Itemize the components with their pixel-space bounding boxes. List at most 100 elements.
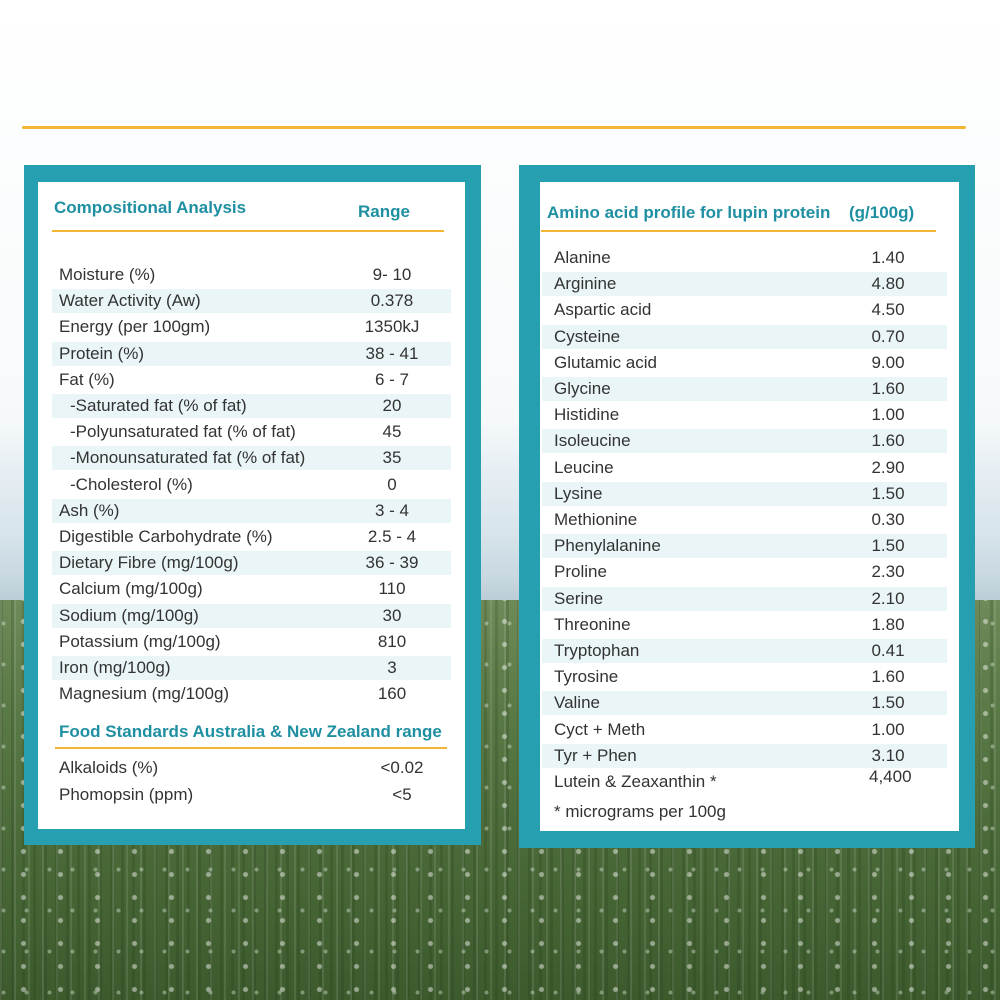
amino-acid-row: Histidine 1.00 (542, 403, 947, 427)
composition-row-value: 36 - 39 (365, 553, 419, 573)
amino-acid-row-label: Isoleucine (554, 431, 631, 451)
amino-acid-row-label: Glycine (554, 379, 611, 398)
amino-acid-row-label: Phenylalanine (554, 536, 661, 556)
composition-row: Calcium (mg/100g) 110 (52, 577, 451, 601)
amino-acid-row-label: Proline (554, 562, 607, 582)
footnote: * micrograms per 100g (554, 802, 726, 821)
composition-row-label: Ash (%) (59, 500, 120, 520)
composition-row-label: Dietary Fibre (mg/100g) (59, 553, 239, 573)
amino-acid-row: Aspartic acid 4.50 (542, 298, 947, 322)
composition-row: -Monounsaturated fat (% of fat) 35 (52, 446, 451, 471)
amino-acid-row: Valine 1.50 (542, 691, 947, 716)
amino-acid-row-label: Valine (554, 693, 600, 713)
composition-row: -Saturated fat (% of fat) 20 (52, 394, 451, 418)
composition-row-label: Digestible Carbohydrate (%) (59, 527, 273, 546)
composition-row-value: 0.378 (370, 291, 414, 311)
composition-row-label: Protein (%) (59, 343, 145, 363)
amino-acid-row-label: Threonine (554, 614, 631, 634)
amino-acid-row-value: 9.00 (871, 352, 905, 372)
amino-acid-row: Glutamic acid 9.00 (542, 351, 947, 375)
amino-acid-row-label: Cysteine (554, 326, 621, 346)
amino-acid-row-value: 0.41 (871, 641, 905, 660)
amino-acid-row: Leucine 2.90 (542, 456, 947, 480)
composition-row: Energy (per 100gm) 1350kJ (52, 315, 451, 339)
composition-row: Protein (%) 38 - 41 (52, 341, 451, 366)
composition-row-label: -Monounsaturated fat (% of fat) (70, 448, 306, 468)
amino-acid-row: Methionine 0.30 (542, 508, 947, 532)
amino-acid-row-label: Arginine (554, 274, 617, 294)
amino-acid-row: Cyct + Meth 1.00 (542, 718, 947, 742)
fsanz-row-value: <0.02 (380, 758, 424, 777)
composition-row-value: 160 (377, 684, 407, 704)
amino-acid-row-value: 4.50 (871, 300, 905, 320)
amino-acid-row-label: Leucine (554, 457, 614, 477)
fsanz-heading-underline (55, 747, 447, 749)
fsanz-row: Phomopsin (ppm) <5 (52, 783, 451, 807)
composition-row-value: 3 (387, 658, 397, 677)
composition-row-value: 110 (378, 579, 406, 599)
composition-row: Water Activity (Aw) 0.378 (52, 289, 451, 314)
amino-acid-row-value: 1.00 (871, 405, 905, 425)
composition-row-label: Magnesium (mg/100g) (59, 684, 230, 704)
compositional-analysis-panel: Compositional Analysis Range Moisture (%… (24, 165, 481, 845)
composition-row-value: 30 (382, 605, 402, 625)
composition-row-label: Energy (per 100gm) (59, 317, 211, 337)
amino-acid-row-label: Histidine (554, 405, 620, 425)
amino-acid-row-value: 1.50 (871, 483, 905, 503)
amino-acid-row-value: 0.30 (871, 510, 905, 529)
composition-row-label: Fat (%) (59, 369, 115, 389)
composition-row-value: 2.5 - 4 (367, 527, 417, 546)
amino-acid-row: Phenylalanine 1.50 (542, 534, 947, 559)
amino-acid-row-value: 2.90 (871, 457, 905, 477)
amino-acid-row-value: 1.40 (871, 248, 905, 267)
composition-row-value: 35 (382, 448, 402, 468)
composition-row-value: 38 - 41 (365, 343, 419, 363)
composition-row-label: Iron (mg/100g) (59, 658, 171, 677)
amino-acid-row-value: 0.70 (871, 326, 905, 346)
composition-row: Iron (mg/100g) 3 (52, 656, 451, 680)
amino-acid-row-label: Lysine (554, 483, 603, 503)
composition-row: Moisture (%) 9- 10 (52, 263, 451, 287)
amino-acid-row-label: Glutamic acid (554, 352, 657, 372)
lutein-label: Lutein & Zeaxanthin * (554, 772, 717, 791)
amino-acid-row: Serine 2.10 (542, 586, 947, 611)
composition-row-label: Moisture (%) (59, 265, 156, 284)
composition-row: -Polyunsaturated fat (% of fat) 45 (52, 420, 451, 444)
composition-row-value: 20 (382, 396, 402, 415)
composition-row-value: 1350kJ (364, 317, 420, 337)
fsanz-row-value: <5 (392, 785, 412, 804)
amino-acid-row-value: 1.50 (871, 536, 905, 556)
amino-acid-row-value: 1.00 (871, 719, 905, 739)
amino-acid-row: Arginine 4.80 (542, 272, 947, 297)
amino-acid-row: Threonine 1.80 (542, 613, 947, 637)
amino-acid-heading: Amino acid profile for lupin protein (547, 203, 831, 222)
amino-acid-row-label: Cyct + Meth (554, 719, 646, 739)
amino-acid-row-label: Aspartic acid (554, 300, 652, 320)
amino-acid-row-label: Methionine (554, 510, 638, 529)
composition-row-value: 0 (387, 474, 397, 494)
fsanz-row-label: Phomopsin (ppm) (59, 785, 194, 804)
amino-acid-row-value: 3.10 (871, 745, 905, 765)
amino-acid-row: Tyrosine 1.60 (542, 665, 947, 689)
amino-acid-panel: Amino acid profile for lupin protein (g/… (519, 165, 975, 848)
composition-row-value: 9- 10 (372, 265, 412, 284)
fsanz-row-label: Alkaloids (%) (59, 758, 159, 777)
amino-acid-row-value: 1.80 (871, 614, 905, 634)
compositional-analysis-heading: Compositional Analysis (54, 198, 247, 217)
amino-acid-row: Tyr + Phen 3.10 (542, 743, 947, 768)
fsanz-heading: Food Standards Australia & New Zealand r… (59, 722, 442, 741)
amino-acid-row-value: 1.60 (871, 667, 905, 687)
amino-acid-row: Glycine 1.60 (542, 377, 947, 401)
amino-acid-row-value: 2.10 (871, 588, 905, 608)
range-heading: Range (358, 202, 410, 221)
composition-row-value: 45 (382, 422, 402, 442)
amino-acid-row-label: Alanine (554, 248, 611, 267)
composition-row-label: Potassium (mg/100g) (59, 631, 221, 651)
composition-row: Dietary Fibre (mg/100g) 36 - 39 (52, 551, 451, 576)
amino-acid-row: Isoleucine 1.60 (542, 429, 947, 454)
amino-acid-row: Tryptophan 0.41 (542, 639, 947, 663)
amino-acid-row-label: Serine (554, 588, 604, 608)
gold-divider-line (22, 126, 966, 129)
amino-acid-row-label: Tyrosine (554, 667, 619, 687)
fsanz-row: Alkaloids (%) <0.02 (52, 756, 451, 780)
